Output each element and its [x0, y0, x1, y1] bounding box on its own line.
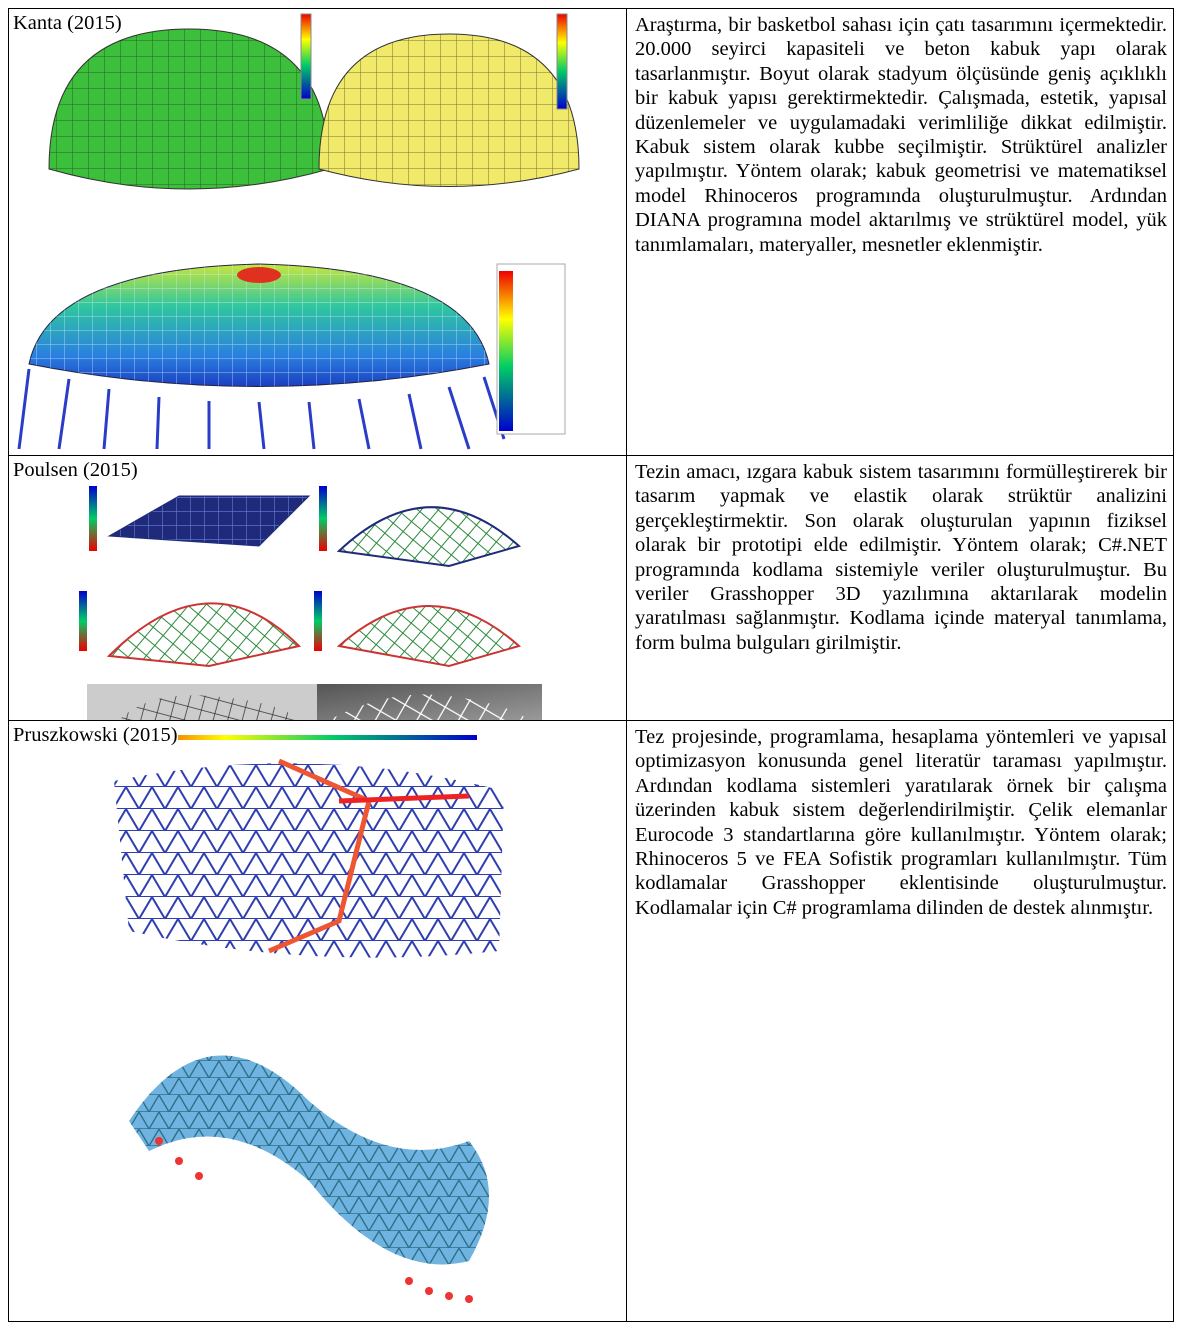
description: Araştırma, bir basketbol sahası için çat…: [635, 14, 1167, 256]
gridshell-figures: [79, 486, 542, 720]
row: Poulsen (2015) Tezin amacı, ızgara kabuk…: [8, 455, 1174, 721]
author: Poulsen (2015): [13, 458, 138, 482]
description: Tez projesinde, programlama, hesaplama y…: [635, 726, 1167, 919]
text-cell: Tezin amacı, ızgara kabuk sistem tasarım…: [626, 455, 1174, 721]
row: Pruszkowski (2015) Tez projesinde, progr…: [8, 720, 1174, 1322]
author: Pruszkowski (2015): [13, 723, 178, 747]
image-cell: Poulsen (2015): [8, 455, 627, 721]
image-cell: Kanta (2015): [8, 8, 627, 456]
text-cell: Tez projesinde, programlama, hesaplama y…: [626, 720, 1174, 1322]
text-cell: Araştırma, bir basketbol sahası için çat…: [626, 8, 1174, 456]
description: Tezin amacı, ızgara kabuk sistem tasarım…: [635, 461, 1167, 654]
literature-table: Kanta (2015) Araştırma, bir basketbol sa…: [8, 8, 1174, 1322]
row: Kanta (2015) Araştırma, bir basketbol sa…: [8, 8, 1174, 456]
image-cell: Pruszkowski (2015): [8, 720, 627, 1322]
dome-figures: [17, 13, 580, 450]
mesh-figures: [114, 735, 504, 1303]
author: Kanta (2015): [13, 11, 122, 35]
